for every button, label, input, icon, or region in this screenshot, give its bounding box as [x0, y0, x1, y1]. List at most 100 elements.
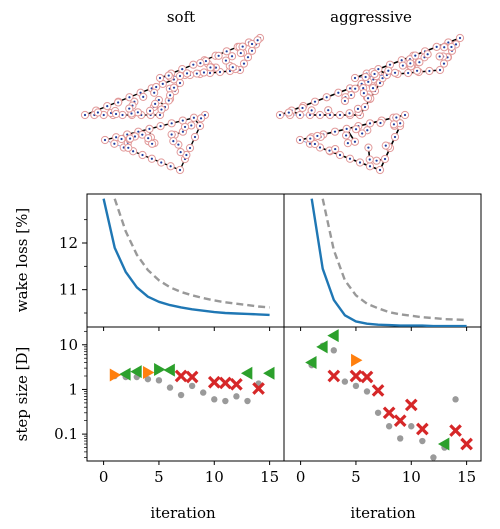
turbine-dot — [190, 124, 193, 127]
orange-triangle-marker — [351, 353, 363, 367]
green-triangle-marker — [437, 437, 450, 451]
gray-dot-marker — [177, 391, 185, 399]
gray-dot-marker — [166, 384, 174, 391]
turbine-dot — [117, 101, 120, 104]
layout-diagram-soft — [80, 33, 265, 175]
turbine-dot — [301, 106, 304, 110]
gray-dot-marker — [244, 397, 251, 405]
turbine-dot — [178, 81, 182, 85]
turbine-dot — [218, 70, 222, 74]
gray-dot-marker — [211, 396, 218, 403]
turbine-dot — [384, 144, 387, 147]
turbine-dot — [414, 54, 417, 57]
red-x-marker — [404, 398, 418, 412]
green-triangle-marker — [154, 362, 166, 376]
turbine-dot — [246, 56, 250, 59]
turbine-dot — [328, 149, 331, 152]
red-x-marker — [382, 406, 396, 420]
turbine-dot — [155, 85, 158, 89]
gray-dot-marker — [363, 388, 371, 395]
turbine-dot — [354, 128, 358, 131]
turbine-dot — [278, 113, 282, 117]
turbine-dot — [202, 71, 206, 74]
chart-ticks: 11 12 0.1 1 10 0 5 10 15 0 5 10 15 — [54, 219, 476, 486]
y-tick-label: 0.1 — [54, 425, 78, 443]
turbine-dot — [225, 50, 228, 53]
turbine-dot — [375, 159, 378, 162]
turbine-dot — [167, 74, 170, 77]
turbine-dot — [256, 39, 259, 42]
turbine-dot — [157, 98, 160, 102]
layout-diagram-aggressive — [275, 33, 465, 175]
turbine-dot — [147, 137, 150, 140]
gray-dot-marker — [155, 377, 163, 384]
turbine-dot — [388, 63, 392, 66]
gray-dot-marker — [408, 423, 415, 430]
turbine-dot — [387, 69, 390, 72]
turbine-dot — [181, 130, 185, 133]
turbine-dot — [327, 109, 330, 112]
turbine-dot — [371, 87, 375, 90]
turbine-dot — [120, 137, 123, 141]
turbine-dot — [298, 138, 302, 142]
turbine-dot — [128, 107, 131, 110]
turbine-dot — [160, 108, 163, 111]
plot-area-step-aggressive — [305, 329, 473, 461]
turbine-dot — [239, 51, 242, 55]
turbine-dot — [328, 113, 332, 117]
turbine-dot — [195, 72, 198, 75]
turbine-dot — [183, 125, 187, 129]
turbine-dot — [438, 68, 442, 72]
turbine-dot — [338, 113, 342, 117]
wake-loss-ylabel: wake loss [%] — [13, 208, 31, 312]
turbine-dot — [83, 113, 87, 117]
turbine-dot — [368, 122, 372, 125]
turbine-dot — [231, 66, 234, 69]
turbine-dot — [177, 143, 180, 146]
red-x-marker — [327, 369, 341, 383]
turbine-dot — [136, 111, 139, 114]
turbine-dot — [348, 157, 352, 160]
turbine-dot — [364, 75, 367, 79]
xlabel-soft: iteration — [150, 504, 216, 522]
turbine-dot — [130, 112, 133, 115]
gray-dot-marker — [144, 375, 152, 383]
red-x-marker — [460, 437, 473, 451]
turbine-dot — [192, 116, 195, 119]
turbine-dot — [172, 140, 175, 143]
turbine-dot — [115, 136, 118, 139]
turbine-dot — [181, 119, 184, 122]
turbine-dot — [333, 130, 337, 133]
turbine-dot — [242, 62, 246, 65]
turbine-dot — [158, 113, 162, 117]
gray-dot-marker — [188, 382, 196, 390]
turbine-dot — [379, 121, 382, 125]
turbine-dot — [438, 55, 441, 58]
turbine-dot — [418, 61, 421, 64]
turbine-dot — [428, 69, 431, 73]
x-tick-label: 5 — [154, 468, 164, 486]
green-triangle-marker — [163, 363, 175, 377]
turbine-dot — [167, 99, 170, 102]
turbine-dot — [400, 59, 403, 62]
turbine-dot — [383, 157, 387, 161]
layout-title-soft: soft — [167, 8, 195, 26]
turbine-dot — [399, 122, 402, 125]
turbine-dot — [366, 97, 370, 100]
x-tick-label: 0 — [296, 468, 306, 486]
panel-step-aggressive — [283, 326, 482, 462]
turbine-dot — [161, 82, 164, 85]
turbine-dot — [362, 92, 365, 95]
red-x-marker — [360, 370, 374, 384]
turbine-dot — [353, 76, 357, 80]
turbine-dot — [308, 113, 312, 117]
turbine-dot — [378, 81, 382, 85]
turbine-dot — [361, 132, 364, 135]
turbine-dot — [318, 146, 322, 149]
gray-dot-marker — [330, 347, 338, 354]
turbine-dot — [334, 147, 337, 151]
turbine-dot — [358, 161, 362, 164]
red-x-marker — [230, 378, 243, 391]
turbine-dot — [313, 142, 317, 146]
turbine-dot — [114, 112, 118, 116]
